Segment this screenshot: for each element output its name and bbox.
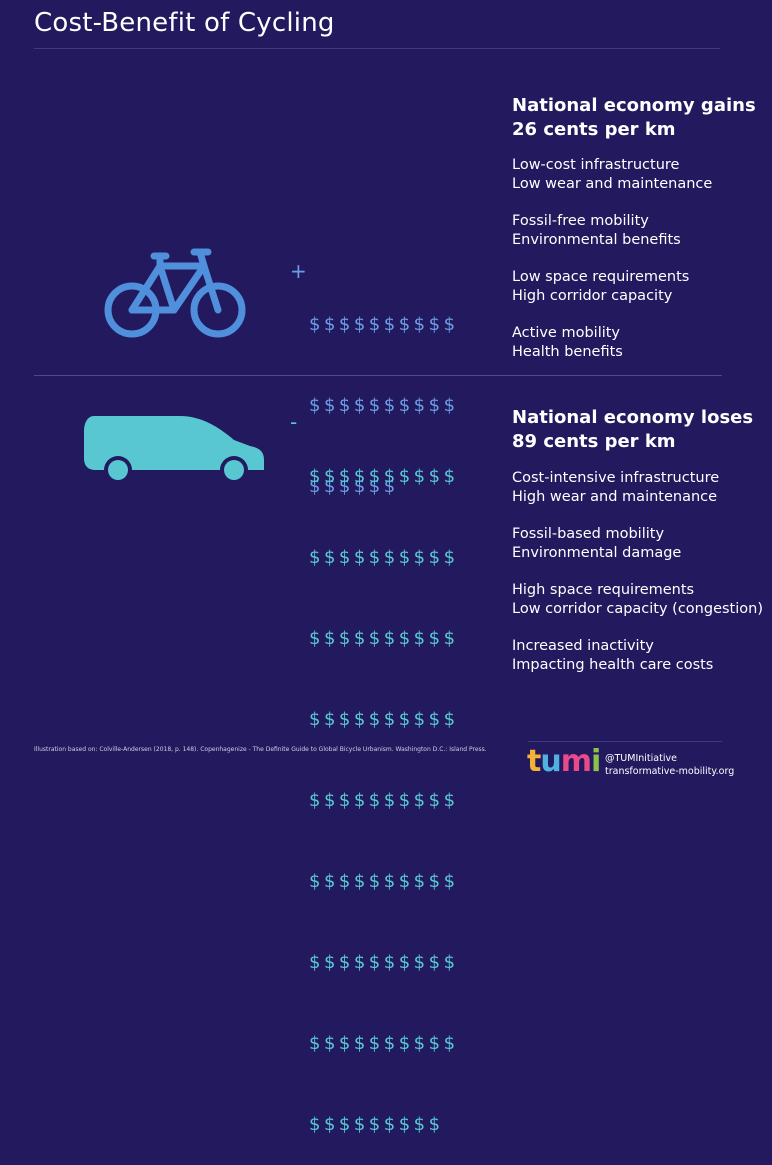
- social-handle: @TUMInitiative: [605, 753, 677, 764]
- bike-item-line: Low-cost infrastructure: [512, 157, 680, 173]
- bike-item-line: Active mobility: [512, 325, 621, 341]
- bike-dollar-row: $$$$$$: [309, 476, 399, 497]
- tumi-logo: tumi: [527, 744, 601, 779]
- bike-item-line: Low space requirements: [512, 269, 690, 285]
- car-item-line: Environmental damage: [512, 545, 682, 561]
- car-item-line: High wear and maintenance: [512, 489, 718, 505]
- logo-letter: t: [527, 744, 541, 779]
- bike-item: Fossil-free mobility Environmental benef…: [512, 212, 681, 250]
- bike-heading-line1: National economy gains: [512, 95, 756, 116]
- bike-item: Low space requirements High corridor cap…: [512, 268, 689, 306]
- car-heading: National economy loses 89 cents per km: [512, 406, 753, 454]
- bike-dollar-symbols: $$$$$$$$$$ $$$$$$$$$$ $$$$$$: [309, 257, 459, 527]
- bike-plus-sign: +: [290, 259, 307, 283]
- car-item-line: Increased inactivity: [512, 638, 654, 654]
- bicycle-icon: [104, 248, 246, 338]
- car-item-line: High space requirements: [512, 582, 695, 598]
- car-dollar-row: $$$$$$$$$$: [309, 790, 459, 811]
- page-title: Cost-Benefit of Cycling: [34, 8, 335, 38]
- car-dollar-row: $$$$$$$$$$: [309, 952, 459, 973]
- footer-contact: @TUMInitiative transformative-mobility.o…: [605, 752, 734, 778]
- car-heading-line1: National economy loses: [512, 407, 754, 428]
- logo-letter: u: [540, 744, 561, 779]
- car-icon: [84, 416, 264, 484]
- bike-item: Low-cost infrastructure Low wear and mai…: [512, 156, 712, 194]
- car-item-line: Impacting health care costs: [512, 657, 714, 673]
- bike-item-line: High corridor capacity: [512, 288, 673, 304]
- logo-letter: m: [560, 744, 592, 779]
- bike-heading: National economy gains 26 cents per km: [512, 94, 756, 142]
- car-heading-line2: 89 cents per km: [512, 431, 676, 452]
- bike-dollar-row: $$$$$$$$$$: [309, 395, 459, 416]
- bike-item-line: Environmental benefits: [512, 232, 681, 248]
- car-item-line: Cost-intensive infrastructure: [512, 470, 720, 486]
- car-dollar-row: $$$$$$$$$$: [309, 466, 459, 487]
- car-dollar-row: $$$$$$$$$$: [309, 1033, 459, 1054]
- bike-heading-line2: 26 cents per km: [512, 119, 676, 140]
- car-item: Fossil-based mobility Environmental dama…: [512, 525, 681, 563]
- website-link[interactable]: transformative-mobility.org: [605, 766, 735, 777]
- car-item: Cost-intensive infrastructure High wear …: [512, 469, 719, 507]
- bike-item: Active mobility Health benefits: [512, 324, 623, 362]
- car-minus-sign: -: [290, 410, 298, 434]
- bike-item-line: Low wear and maintenance: [512, 176, 713, 192]
- bike-dollar-row: $$$$$$$$$$: [309, 314, 459, 335]
- car-item-line: Low corridor capacity (congestion): [512, 601, 763, 617]
- car-item: High space requirements Low corridor cap…: [512, 581, 763, 619]
- car-dollar-row: $$$$$$$$$: [309, 1114, 444, 1135]
- car-item-line: Fossil-based mobility: [512, 526, 665, 542]
- car-dollar-row: $$$$$$$$$$: [309, 628, 459, 649]
- top-divider: [34, 48, 720, 49]
- footer-divider: [528, 741, 722, 742]
- car-item: Increased inactivity Impacting health ca…: [512, 637, 713, 675]
- car-dollar-symbols: $$$$$$$$$$ $$$$$$$$$$ $$$$$$$$$$ $$$$$$$…: [309, 409, 459, 1165]
- car-dollar-row: $$$$$$$$$$: [309, 871, 459, 892]
- source-footnote: Illustration based on: Colville-Andersen…: [34, 746, 487, 753]
- car-dollar-row: $$$$$$$$$$: [309, 547, 459, 568]
- bike-item-line: Fossil-free mobility: [512, 213, 649, 229]
- logo-letter: i: [590, 744, 601, 779]
- car-dollar-row: $$$$$$$$$$: [309, 709, 459, 730]
- section-divider: [34, 375, 722, 376]
- bike-item-line: Health benefits: [512, 344, 623, 360]
